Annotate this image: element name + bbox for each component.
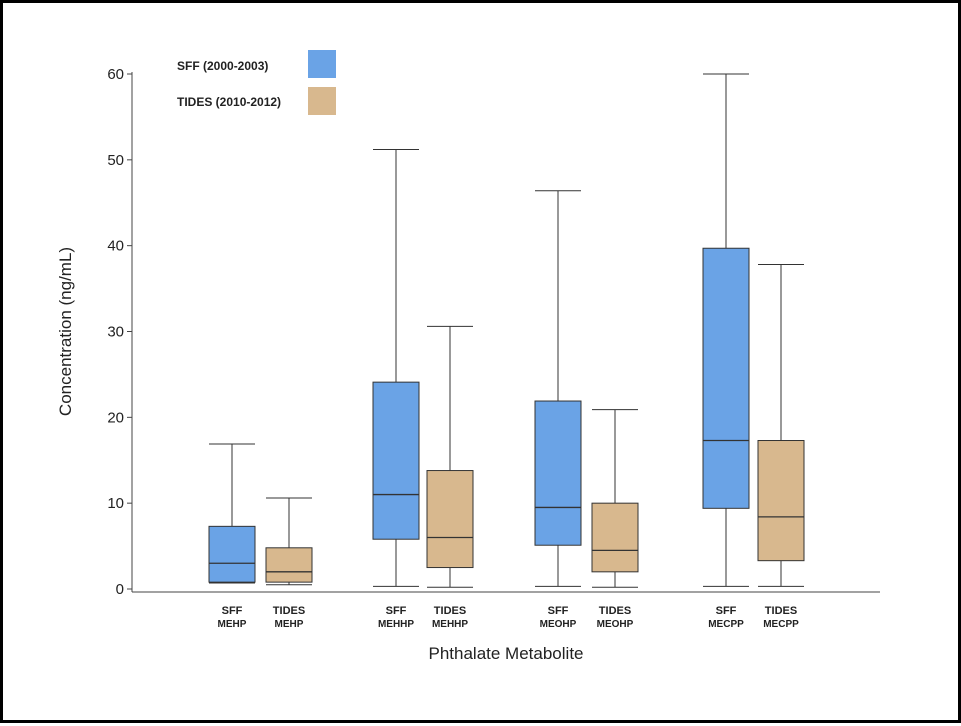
x-axis-title: Phthalate Metabolite bbox=[429, 644, 584, 663]
iqr-box bbox=[426, 470, 474, 569]
category-label-line1: SFF bbox=[716, 605, 737, 617]
legend-label: SFF (2000-2003) bbox=[177, 59, 268, 73]
y-tick-label: 50 bbox=[107, 152, 124, 169]
y-tick-label: 10 bbox=[107, 495, 124, 512]
axes-layer: 0 10 20 30 40 50 60 bbox=[107, 66, 880, 598]
box-tides-mecpp bbox=[757, 264, 805, 587]
box-tides-mehp bbox=[265, 497, 313, 586]
category-label-line2: MEHP bbox=[218, 619, 247, 630]
iqr-box bbox=[265, 547, 313, 583]
iqr-box bbox=[372, 381, 420, 540]
iqr-box bbox=[208, 525, 256, 583]
y-tick-label: 60 bbox=[107, 66, 124, 83]
category-label-line2: MECPP bbox=[708, 619, 744, 630]
iqr-box bbox=[534, 400, 582, 546]
category-label-line2: MEHHP bbox=[432, 619, 468, 630]
iqr-box bbox=[757, 440, 805, 562]
box-sff-mehhp bbox=[372, 149, 420, 587]
category-label-line1: TIDES bbox=[273, 605, 305, 617]
category-label-line1: TIDES bbox=[599, 605, 631, 617]
category-label-line2: MEHP bbox=[275, 619, 304, 630]
legend: SFF (2000-2003) TIDES (2010-2012) bbox=[177, 50, 336, 115]
iqr-box bbox=[591, 502, 639, 573]
y-tick-label: 40 bbox=[107, 238, 124, 255]
category-label-line1: SFF bbox=[548, 605, 569, 617]
labels-layer: Concentration (ng/mL) Phthalate Metabolit… bbox=[56, 247, 799, 663]
iqr-box bbox=[702, 247, 750, 509]
category-label-line2: MEHHP bbox=[378, 619, 414, 630]
box-sff-mehp bbox=[208, 443, 256, 584]
category-label-line2: MEOHP bbox=[540, 619, 577, 630]
category-label-line1: TIDES bbox=[765, 605, 797, 617]
legend-label: TIDES (2010-2012) bbox=[177, 95, 281, 109]
y-tick-label: 20 bbox=[107, 409, 124, 426]
category-label-line1: TIDES bbox=[434, 605, 466, 617]
box-tides-meohp bbox=[591, 409, 639, 588]
category-label-line2: MECPP bbox=[763, 619, 799, 630]
legend-swatch bbox=[308, 50, 336, 78]
box-sff-meohp bbox=[534, 190, 582, 587]
box-sff-mecpp bbox=[702, 73, 750, 587]
legend-swatch bbox=[308, 87, 336, 115]
y-axis-title: Concentration (ng/mL) bbox=[56, 247, 75, 416]
category-label-line1: SFF bbox=[386, 605, 407, 617]
y-tick-label: 30 bbox=[107, 324, 124, 341]
category-label-line2: MEOHP bbox=[597, 619, 634, 630]
category-label-line1: SFF bbox=[222, 605, 243, 617]
box-plot-chart: 0 10 20 30 40 50 60 Concentration (ng/mL) Phtha… bbox=[56, 50, 880, 663]
boxes-layer bbox=[208, 73, 805, 588]
y-tick-label: 0 bbox=[116, 581, 124, 598]
box-tides-mehhp bbox=[426, 325, 474, 588]
